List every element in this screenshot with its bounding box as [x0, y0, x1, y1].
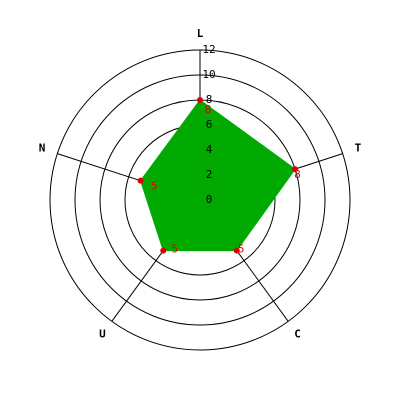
value-label: 8 [205, 103, 212, 116]
r-tick-label: 6 [206, 118, 213, 131]
r-tick-label: 2 [206, 168, 213, 181]
r-tick-label: 0 [206, 193, 213, 206]
category-label: C [294, 327, 301, 340]
data-point [233, 247, 240, 254]
category-label: L [197, 27, 204, 40]
data-point [197, 97, 203, 103]
r-tick-label: 10 [202, 68, 215, 81]
radar-area [140, 99, 296, 252]
category-label: T [355, 142, 362, 155]
value-label: 8 [294, 168, 301, 181]
data-point [137, 177, 144, 184]
r-tick-label: 12 [202, 43, 215, 56]
data-point [292, 166, 299, 173]
value-label: 5 [151, 180, 158, 193]
category-label: N [39, 142, 46, 155]
value-label: 5 [238, 243, 245, 256]
category-label: U [99, 327, 106, 340]
r-tick-label: 4 [206, 143, 213, 156]
data-point [160, 247, 167, 254]
r-tick-label: 8 [206, 93, 213, 106]
value-label: 5 [171, 243, 178, 256]
